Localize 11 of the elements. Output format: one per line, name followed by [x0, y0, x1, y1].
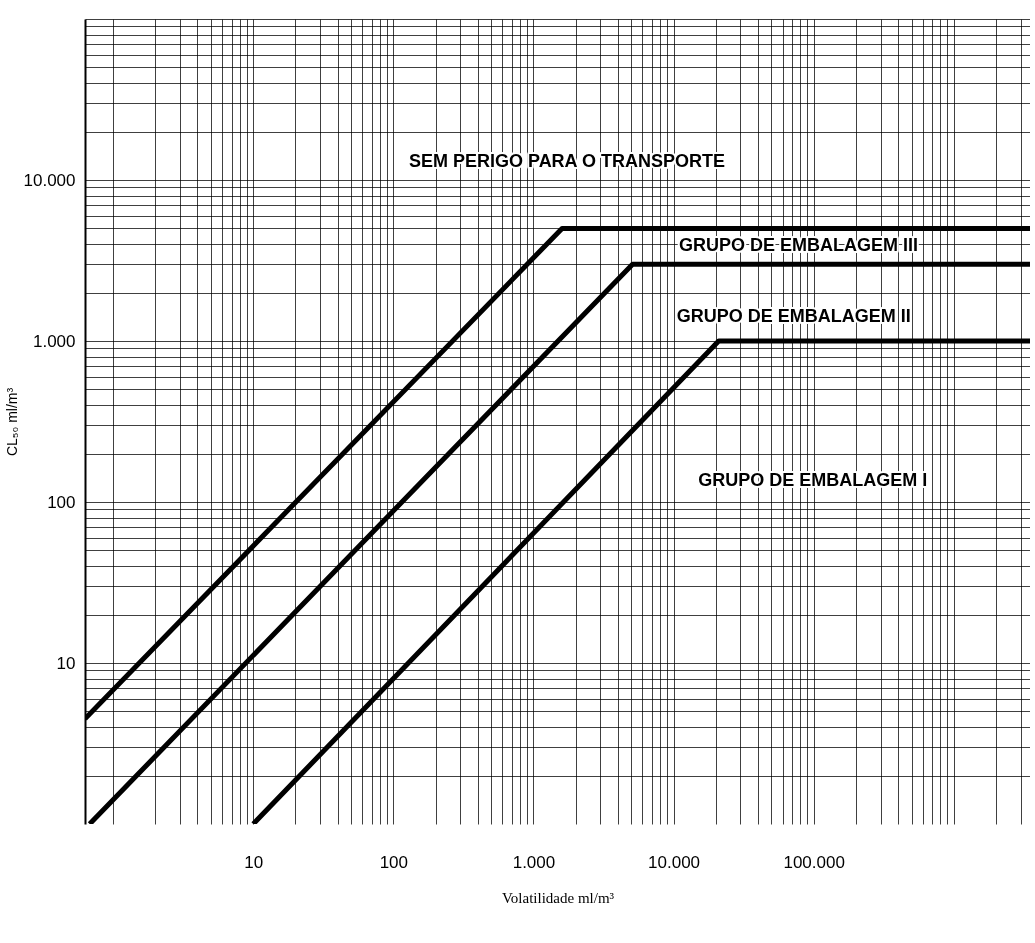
x-tick-label: 100	[379, 852, 409, 872]
y-tick-label: 10	[56, 653, 76, 673]
x-tick-label: 10	[244, 852, 264, 872]
x-tick-label: 10.000	[648, 852, 701, 872]
y-tick-label: 10.000	[23, 170, 76, 190]
x-axis-title: Volatilidade ml/m³	[501, 889, 615, 906]
y-tick-label: 100	[47, 492, 76, 512]
x-tick-label: 100.000	[783, 852, 845, 872]
y-tick-label: 1.000	[32, 331, 76, 351]
x-tick-label: 1.000	[512, 852, 556, 872]
y-axis-title: CL₅₀ ml/m³	[3, 387, 20, 457]
